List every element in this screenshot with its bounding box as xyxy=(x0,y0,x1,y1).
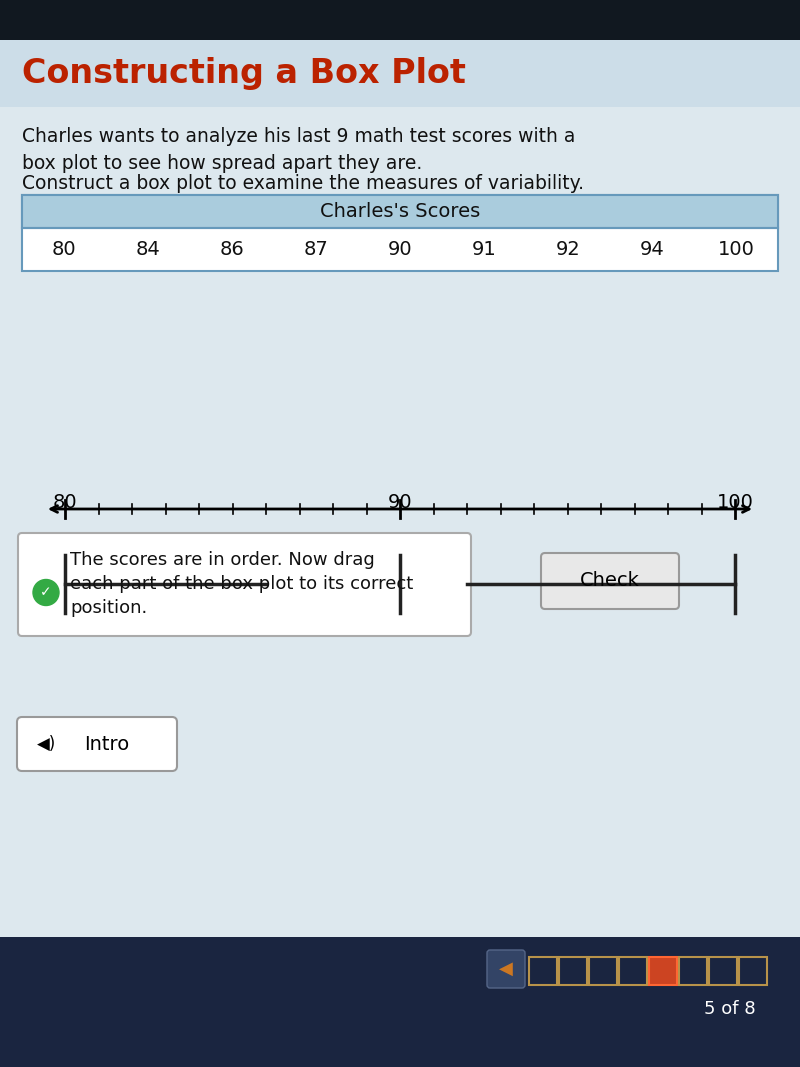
Bar xyxy=(22,195,778,271)
Bar xyxy=(266,555,467,614)
Text: Intro: Intro xyxy=(84,734,130,753)
Text: 90: 90 xyxy=(388,493,412,512)
Text: 92: 92 xyxy=(556,240,580,259)
Text: ◀): ◀) xyxy=(38,735,57,753)
Bar xyxy=(22,195,778,228)
Text: Charles wants to analyze his last 9 math test scores with a
box plot to see how : Charles wants to analyze his last 9 math… xyxy=(22,127,575,173)
Text: 86: 86 xyxy=(220,240,244,259)
Bar xyxy=(0,39,800,107)
Text: ◀: ◀ xyxy=(499,960,513,978)
Text: 84: 84 xyxy=(136,240,160,259)
Text: The scores are in order. Now drag: The scores are in order. Now drag xyxy=(70,551,374,569)
FancyBboxPatch shape xyxy=(541,553,679,609)
Text: 80: 80 xyxy=(52,240,76,259)
Text: Construct a box plot to examine the measures of variability.: Construct a box plot to examine the meas… xyxy=(22,174,584,193)
Bar xyxy=(0,0,800,39)
Text: 87: 87 xyxy=(304,240,328,259)
Text: each part of the box plot to its correct: each part of the box plot to its correct xyxy=(70,575,414,593)
FancyBboxPatch shape xyxy=(649,957,677,985)
Text: 5 of 8: 5 of 8 xyxy=(704,1000,756,1018)
Text: 100: 100 xyxy=(717,493,754,512)
Text: Check: Check xyxy=(580,572,640,590)
Text: Constructing a Box Plot: Constructing a Box Plot xyxy=(22,58,466,91)
FancyBboxPatch shape xyxy=(487,950,525,988)
Text: 90: 90 xyxy=(388,240,412,259)
FancyBboxPatch shape xyxy=(17,717,177,771)
Text: position.: position. xyxy=(70,599,147,617)
Circle shape xyxy=(33,579,59,605)
Bar xyxy=(0,937,800,1067)
Text: 91: 91 xyxy=(472,240,496,259)
Text: ✓: ✓ xyxy=(40,586,52,600)
Bar xyxy=(0,107,800,1067)
Text: 94: 94 xyxy=(640,240,664,259)
Text: Charles's Scores: Charles's Scores xyxy=(320,202,480,221)
Text: 100: 100 xyxy=(718,240,754,259)
Text: 80: 80 xyxy=(53,493,78,512)
FancyBboxPatch shape xyxy=(18,534,471,636)
